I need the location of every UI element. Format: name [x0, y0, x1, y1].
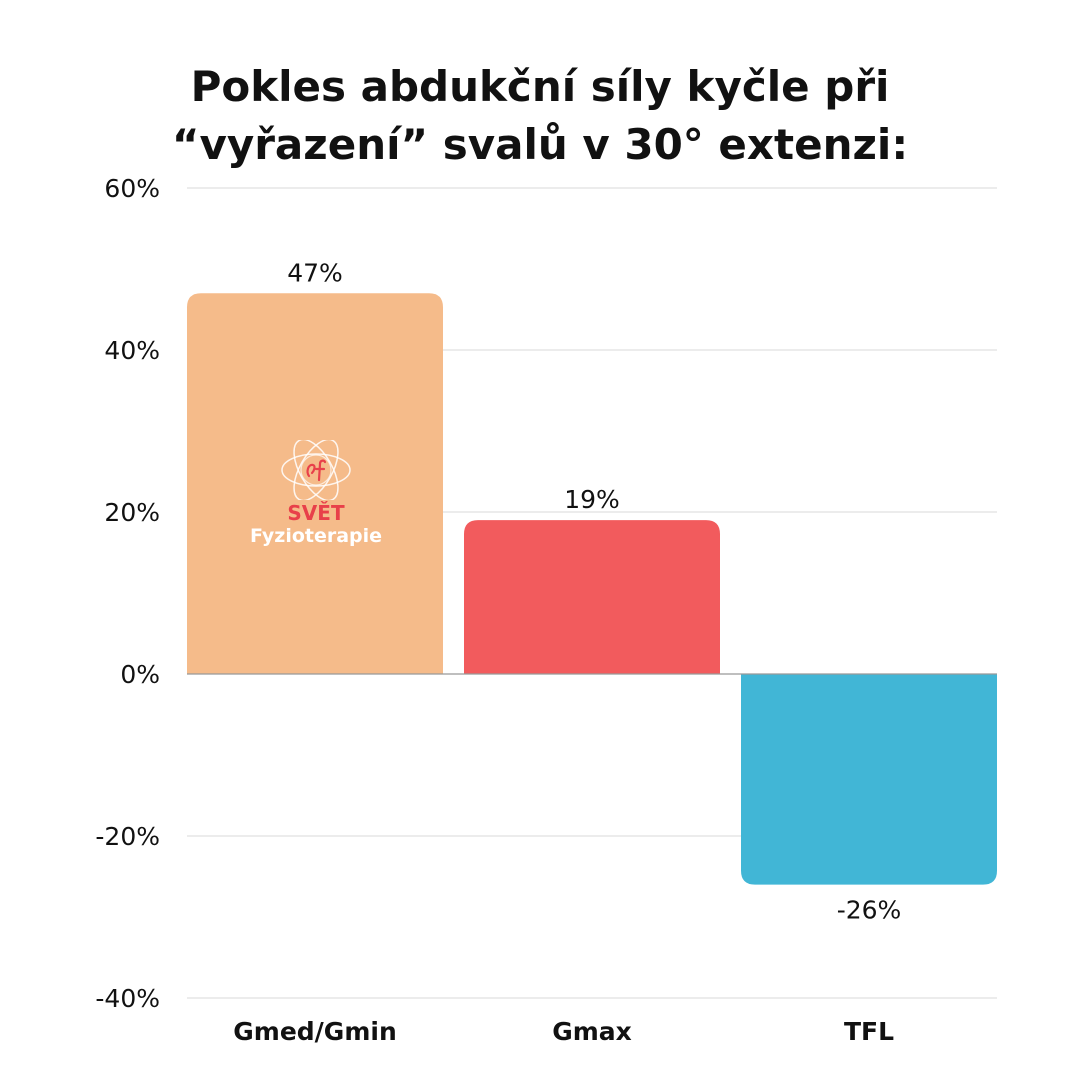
logo-text-fyzioterapie: Fyzioterapie	[249, 525, 383, 547]
y-tick-label: -20%	[95, 822, 160, 851]
x-category-label: Gmed/Gmin	[233, 1017, 397, 1046]
data-label: 47%	[287, 258, 343, 287]
atom-logo-icon	[281, 440, 351, 500]
y-tick-label: 60%	[104, 174, 160, 203]
y-tick-label: 0%	[120, 660, 160, 689]
y-tick-label: 40%	[104, 336, 160, 365]
x-category-label: Gmax	[552, 1017, 632, 1046]
logo-text-svet: SVĚT	[287, 501, 345, 525]
y-tick-label: -40%	[95, 984, 160, 1013]
data-label: -26%	[837, 896, 902, 925]
logo: SVĚT Fyzioterapie	[226, 440, 406, 548]
chart-title: Pokles abdukční síly kyčle při “vyřazení…	[0, 58, 1080, 174]
bar-gmax	[464, 520, 720, 674]
x-category-label: TFL	[844, 1017, 894, 1046]
chart-title-line-2: “vyřazení” svalů v 30° extenzi:	[171, 120, 909, 169]
chart-title-line-1: Pokles abdukční síly kyčle při	[190, 62, 890, 111]
bar-tfl	[741, 674, 997, 885]
y-tick-label: 20%	[104, 498, 160, 527]
data-label: 19%	[564, 485, 620, 514]
bar-gmed-gmin	[187, 293, 443, 674]
